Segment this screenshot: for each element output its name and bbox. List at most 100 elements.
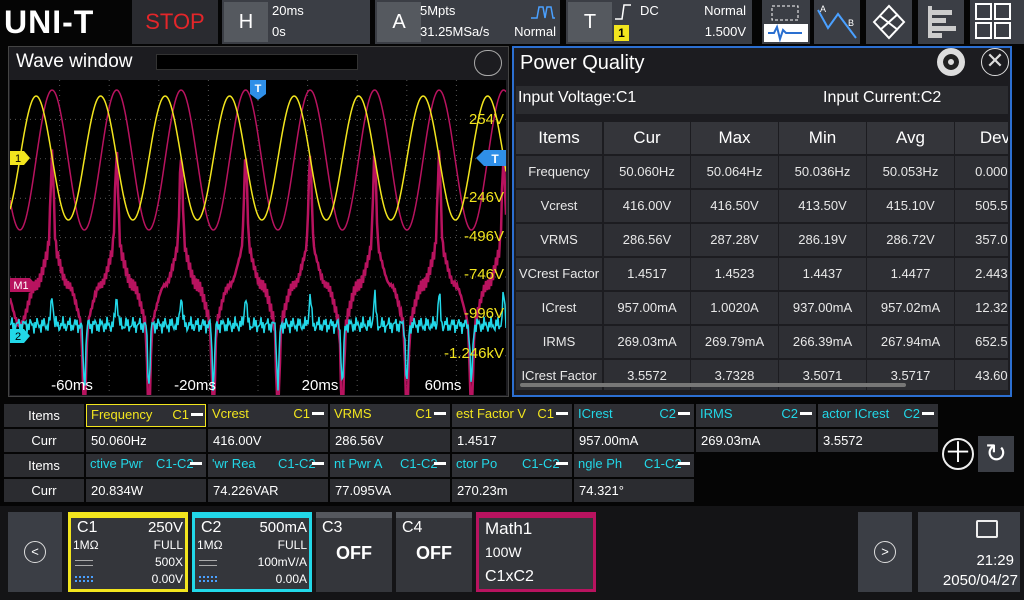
column-header: Max: [691, 122, 778, 154]
math-card[interactable]: Math1 100W C1xC2: [476, 512, 596, 592]
acquire-icon: [531, 6, 555, 19]
channel-impedance: 1MΩ: [73, 538, 99, 552]
source-selector[interactable]: [156, 54, 358, 70]
measure-item[interactable]: actor ICrest C2: [818, 404, 938, 427]
coupling-icon: [199, 560, 217, 566]
measure-value: 50.060Hz: [86, 429, 206, 452]
c1-card[interactable]: C1 250V 1MΩ FULL 500X 0.00V: [68, 512, 188, 592]
measure-name: 'wr Rea: [212, 456, 256, 471]
math-name: Math1: [485, 519, 533, 538]
row-label: IRMS: [516, 326, 602, 358]
measure-dash: [434, 412, 446, 415]
measure-item[interactable]: IRMS C2: [696, 404, 816, 427]
table-cell: 266.39mA: [779, 326, 866, 358]
measure-items-label: Items: [4, 404, 84, 427]
c4-card[interactable]: C4 OFF: [396, 512, 472, 592]
measure-item[interactable]: Frequency C1: [86, 404, 206, 427]
measure-dash: [191, 413, 203, 416]
measure-value: 270.23m: [452, 479, 572, 502]
channel-name: C2: [201, 519, 222, 536]
math-waveform: [10, 89, 506, 231]
measure-name: ctive Pwr: [90, 456, 143, 471]
channel-state: OFF: [416, 543, 452, 563]
table-cell: 0.0000: [955, 156, 1008, 188]
table-cell: 415.10V: [867, 190, 954, 222]
measurement-table: Items Cur Max Min Avg Dev Frequency 50.060Hz 50.…: [516, 122, 1008, 390]
c2-card[interactable]: C2 500mA 1MΩ FULL 100mV/A 0.00A: [192, 512, 312, 592]
table-cell: 1.4437: [779, 258, 866, 290]
channel-bandwidth: FULL: [153, 538, 183, 552]
table-cell: 957.02mA: [867, 292, 954, 324]
measure-item[interactable]: nt Pwr A C1-C2: [330, 454, 450, 477]
measure-source: C2: [781, 406, 798, 421]
trigger-source: 1: [614, 25, 629, 41]
column-header: Dev: [955, 122, 1008, 154]
measure-source: C1: [415, 406, 432, 421]
measure-item[interactable]: est Factor V C1: [452, 404, 572, 427]
page-left-button[interactable]: <: [8, 512, 62, 592]
trigger-position-marker: [250, 80, 266, 100]
measure-value-label: Curr: [4, 479, 84, 502]
measure-dash: [190, 462, 202, 465]
channel-scale: 500mA: [259, 519, 307, 536]
math-waveform-detail: [10, 149, 506, 395]
measure-item[interactable]: ctor Po C1-C2: [452, 454, 572, 477]
measure-source: C1: [172, 407, 189, 422]
table-cell: 286.56V: [604, 224, 690, 256]
measure-dash: [556, 462, 568, 465]
measure-item[interactable]: 'wr Rea C1-C2: [208, 454, 328, 477]
c3-card[interactable]: C3 OFF: [316, 512, 392, 592]
row-label: VCrest Factor: [516, 258, 602, 290]
clock-panel: 21:29 2050/04/27: [918, 512, 1020, 592]
measure-source: C2: [903, 406, 920, 421]
channel-offset: 0.00A: [275, 572, 307, 586]
table-cell: 286.72V: [867, 224, 954, 256]
measure-source: C2: [659, 406, 676, 421]
measure-name: Vcrest: [212, 406, 249, 421]
channel-bandwidth: FULL: [277, 538, 307, 552]
measure-item[interactable]: ngle Ph C1-C2: [574, 454, 694, 477]
zoom-button[interactable]: [474, 50, 502, 76]
timebase: 20ms: [272, 3, 304, 18]
table-cell: 1.4517: [604, 258, 690, 290]
measure-item[interactable]: Vcrest C1: [208, 404, 328, 427]
refresh-button[interactable]: ↻: [978, 436, 1014, 472]
table-cell: 937.00mA: [779, 292, 866, 324]
page-right-button[interactable]: >: [858, 512, 912, 592]
channel-scale: 250V: [147, 519, 183, 536]
y-axis-label: -746V: [464, 266, 504, 283]
column-header: Min: [779, 122, 866, 154]
measure-item[interactable]: ICrest C2: [574, 404, 694, 427]
math-scale: 100W: [485, 544, 522, 560]
trigger-level: 1.500V: [704, 24, 746, 39]
table-cell: 1.4523: [691, 258, 778, 290]
add-measure-button[interactable]: ＋: [942, 438, 974, 470]
measure-dash: [556, 412, 568, 415]
table-cell: 12.325: [955, 292, 1008, 324]
measure-value: 957.00mA: [574, 429, 694, 452]
table-cell: 287.28V: [691, 224, 778, 256]
y-axis-label: 254V: [469, 111, 504, 128]
trigger-edge-icon: [615, 4, 631, 20]
row-label: VRMS: [516, 224, 602, 256]
table-cell: 413.50V: [779, 190, 866, 222]
run-status[interactable]: STOP: [132, 0, 218, 44]
x-axis-label: 60ms: [425, 377, 462, 394]
channel-marker: [10, 278, 36, 292]
scrollbar[interactable]: [520, 383, 906, 387]
measure-name: est Factor V: [456, 406, 527, 421]
input-row: [516, 86, 1008, 114]
clock-date: 2050/04/27: [942, 572, 1018, 589]
close-button[interactable]: ✕: [981, 48, 1009, 76]
channel-offset: 0.00V: [151, 572, 183, 586]
table-cell: 269.03mA: [604, 326, 690, 358]
c2-waveform: [10, 289, 506, 391]
channel-state: OFF: [336, 543, 372, 563]
power-quality-title: Power Quality: [520, 52, 645, 74]
wave-window-title: Wave window: [16, 51, 133, 72]
settings-button[interactable]: [937, 48, 965, 76]
measure-item[interactable]: ctive Pwr C1-C2: [86, 454, 206, 477]
x-axis-label: 20ms: [302, 377, 339, 394]
measure-item[interactable]: VRMS C1: [330, 404, 450, 427]
measure-dash: [312, 412, 324, 415]
